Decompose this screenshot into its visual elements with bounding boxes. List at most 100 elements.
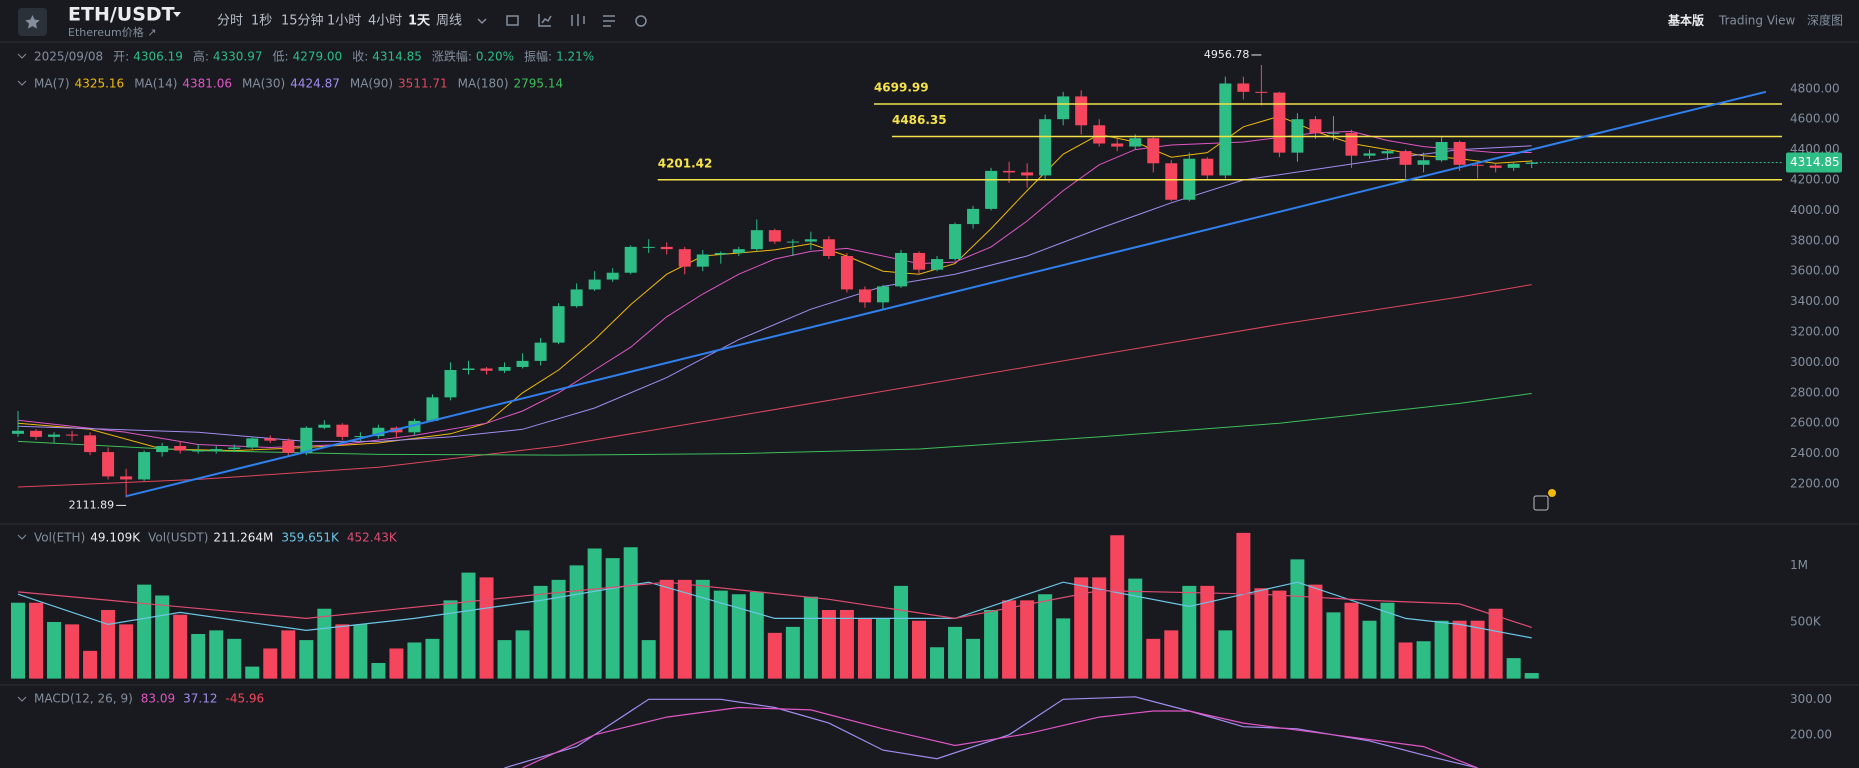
volume-bar (1398, 642, 1413, 679)
candle-body (1471, 164, 1484, 166)
volume-bar (623, 547, 638, 679)
candle-body (120, 476, 133, 480)
plot-area (504, 696, 1478, 768)
collapse-icon[interactable] (17, 80, 27, 86)
line (17, 581, 1532, 628)
volume-bar (569, 565, 584, 679)
symbol-caret[interactable] (173, 12, 181, 17)
more-intervals[interactable] (477, 18, 487, 25)
volume-bar (371, 662, 386, 679)
candle-body (210, 449, 223, 451)
candle-body (840, 256, 853, 290)
view-tab[interactable]: 基本版 (1667, 13, 1704, 28)
volume-bar (749, 591, 764, 679)
candle-body (12, 430, 24, 434)
volume-bar (1452, 620, 1467, 679)
price-level-label: 4486.35 (892, 113, 947, 127)
collapse-icon[interactable] (17, 53, 27, 59)
macd-value: 37.12 (183, 692, 217, 706)
asset-name[interactable]: Ethereum价格 ↗ (68, 25, 156, 39)
symbol[interactable]: ETH/USDT (68, 4, 175, 26)
candle-body (1165, 163, 1178, 200)
candle-body (300, 427, 313, 453)
candle-body (462, 368, 475, 370)
volume-bar (713, 590, 728, 679)
interval-tab[interactable]: 1小时 (327, 14, 361, 29)
volume-bar (1326, 612, 1341, 679)
candle-body (1147, 138, 1160, 164)
volume-bar (65, 624, 80, 679)
volume-bar (1380, 602, 1395, 679)
volume-bar (1038, 594, 1053, 679)
toolbar-icon[interactable] (571, 14, 585, 26)
candle-body (1273, 92, 1286, 153)
info-field: 收: (352, 50, 368, 64)
candle-body (768, 230, 781, 242)
toolbar-icon[interactable] (603, 15, 615, 27)
candle-body (1237, 83, 1250, 92)
candle-body (84, 435, 97, 453)
vol-ma-value: 452.43K (347, 531, 398, 545)
volume-bar (803, 596, 818, 679)
interval-tab[interactable]: 4小时 (368, 14, 402, 29)
volume-bar (245, 666, 260, 679)
interval-tab[interactable]: 1秒 (251, 14, 272, 29)
candle-body (804, 239, 817, 242)
view-tab[interactable]: Trading View (1718, 14, 1796, 28)
y-tick-label: 3400.00 (1790, 294, 1840, 308)
volume-bar (353, 624, 368, 679)
volume-bar (821, 609, 836, 679)
info-field: 0.20% (476, 50, 514, 64)
candle-body (1507, 163, 1520, 168)
line (17, 284, 1532, 488)
candle-body (931, 259, 944, 270)
volume-bar (875, 618, 890, 679)
candle-body (228, 447, 241, 450)
volume-bar (1434, 620, 1449, 679)
candle-body (372, 427, 385, 437)
macd-value: 83.09 (141, 692, 175, 706)
volume-bar (1308, 584, 1323, 679)
info-field: 4314.85 (372, 50, 422, 64)
volume-bar (1506, 658, 1521, 679)
volume-bar (605, 558, 620, 679)
toolbar-icon[interactable] (506, 15, 519, 26)
macd-value: -45.96 (225, 692, 264, 706)
last-price-tag (1786, 152, 1842, 173)
interval-tab[interactable]: 分时 (217, 14, 243, 29)
interval-tab[interactable]: 1天 (408, 14, 431, 29)
volume-bar (317, 608, 332, 679)
volume-bar (1110, 535, 1125, 679)
volume-bar (785, 626, 800, 679)
ma-name: MA(30) (242, 77, 285, 91)
info-field: 涨跌幅: (432, 49, 472, 64)
interval-tab[interactable]: 周线 (436, 14, 462, 29)
tool-icon[interactable] (1533, 495, 1549, 511)
collapse-icon[interactable] (17, 534, 27, 540)
ma-name: MA(180) (458, 77, 509, 91)
candle-body (354, 436, 367, 438)
toolbar-icon[interactable] (538, 14, 552, 27)
volume-bar (119, 624, 134, 679)
candle-body (876, 286, 889, 303)
volume-bar (1290, 559, 1305, 679)
settings-icon[interactable] (635, 15, 647, 27)
info-field: 开: (113, 50, 129, 64)
volume-bar (1020, 600, 1035, 679)
view-tab[interactable]: 深度图 (1807, 13, 1843, 28)
volume-bar (335, 624, 350, 679)
candle-body (444, 370, 457, 398)
candle-body (534, 342, 547, 361)
candle-body (1093, 125, 1106, 144)
volume-bar (1200, 585, 1215, 679)
candle-body (913, 252, 925, 270)
candle-body (552, 306, 565, 343)
collapse-icon[interactable] (17, 696, 27, 702)
volume-bar (11, 602, 25, 679)
volume-bar (515, 630, 530, 679)
candle-body (985, 170, 998, 209)
interval-tab[interactable]: 15分钟 (281, 13, 324, 29)
